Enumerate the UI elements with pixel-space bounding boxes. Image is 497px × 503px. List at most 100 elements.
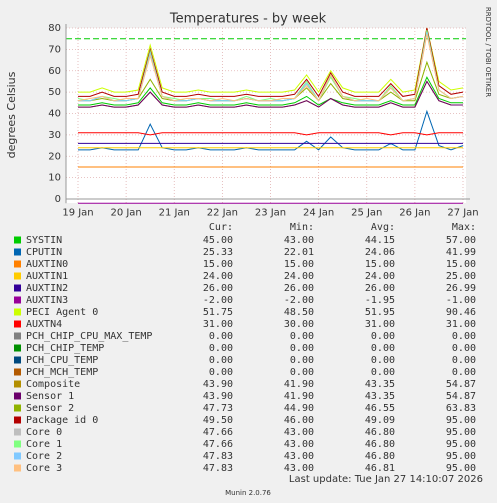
legend-swatch	[14, 440, 21, 448]
legend-stat: 43.00	[284, 439, 314, 450]
legend-stat: 41.99	[446, 247, 476, 258]
legend-stat: 26.00	[203, 283, 233, 294]
series-line	[77, 34, 464, 102]
legend-stat: 47.83	[203, 451, 233, 462]
chart-title: Temperatures - by week	[169, 12, 327, 27]
x-tick-label: 26 Jan	[399, 207, 430, 218]
footer: Last update: Tue Jan 27 14:10:07 2026	[289, 474, 483, 485]
legend-swatch	[14, 332, 21, 340]
legend-label: CPUTIN	[26, 247, 62, 258]
legend-swatch	[14, 464, 21, 472]
legend-stat: 63.83	[446, 403, 476, 414]
legend-stat: 0.00	[452, 355, 476, 366]
legend-stat: 0.00	[209, 331, 233, 342]
legend-stat: 43.00	[284, 427, 314, 438]
legend-header: Min:	[290, 222, 314, 233]
legend-stat: 22.01	[284, 247, 314, 258]
legend-label: Sensor 1	[26, 391, 74, 402]
legend-stat: 46.00	[284, 415, 314, 426]
legend-label: PCH_CPU_TEMP	[26, 355, 98, 366]
legend-stat: 51.95	[365, 307, 395, 318]
y-tick-label: 0	[55, 194, 61, 205]
legend-label: Core 0	[26, 427, 62, 438]
legend-label: PCH_MCH_TEMP	[26, 367, 98, 378]
legend-swatch	[14, 272, 21, 280]
legend-stat: 0.00	[290, 331, 314, 342]
legend-label: AUXTIN2	[26, 283, 68, 294]
legend-stat: 54.87	[446, 391, 476, 402]
legend-stat: 43.00	[284, 451, 314, 462]
legend-stat: 47.83	[203, 463, 233, 474]
legend-swatch	[14, 404, 21, 412]
legend-stat: 43.35	[365, 379, 395, 390]
y-tick-label: 40	[48, 109, 61, 120]
legend-stat: 25.33	[203, 247, 233, 258]
legend-stat: 0.00	[452, 343, 476, 354]
legend-stat: 45.00	[203, 235, 233, 246]
legend-stat: 95.00	[446, 451, 476, 462]
legend-stat: 0.00	[371, 355, 395, 366]
legend-stat: 15.00	[446, 259, 476, 270]
x-tick-label: 23 Jan	[255, 207, 286, 218]
legend-stat: 51.75	[203, 307, 233, 318]
legend-stat: 95.00	[446, 463, 476, 474]
legend-stat: 47.73	[203, 403, 233, 414]
legend-stat: 95.00	[446, 439, 476, 450]
legend-label: PECI Agent 0	[26, 307, 98, 318]
legend-stat: 25.00	[446, 271, 476, 282]
y-tick-label: 60	[48, 66, 61, 77]
legend-label: Package id 0	[26, 415, 98, 426]
legend-stat: 57.00	[446, 235, 476, 246]
x-tick-label: 20 Jan	[110, 207, 141, 218]
legend-stat: 46.80	[365, 427, 395, 438]
series-line	[78, 76, 463, 106]
legend-stat: 47.66	[203, 439, 233, 450]
legend-stat: 24.00	[203, 271, 233, 282]
x-tick-label: 24 Jan	[303, 207, 334, 218]
legend-stat: 0.00	[209, 367, 233, 378]
series-line	[78, 80, 463, 108]
legend-stat: 0.00	[209, 343, 233, 354]
legend-stat: 26.00	[284, 283, 314, 294]
legend-label: SYSTIN	[26, 235, 62, 246]
legend-stat: 0.00	[452, 367, 476, 378]
legend-stat: 49.50	[203, 415, 233, 426]
series-line	[78, 132, 463, 136]
legend-stat: 15.00	[203, 259, 233, 270]
legend-stat: 24.00	[284, 271, 314, 282]
x-tick-label: 21 Jan	[159, 207, 190, 218]
legend-swatch	[14, 452, 21, 460]
legend-stat: 31.00	[365, 319, 395, 330]
legend-stat: 44.15	[365, 235, 395, 246]
legend-stat: 15.00	[365, 259, 395, 270]
legend-stat: 95.00	[446, 427, 476, 438]
legend-stat: 46.81	[365, 463, 395, 474]
version: Munin 2.0.76	[225, 489, 271, 497]
legend-label: Core 1	[26, 439, 62, 450]
legend-label: Sensor 2	[26, 403, 74, 414]
legend-stat: 30.00	[284, 319, 314, 330]
legend-stat: 46.80	[365, 439, 395, 450]
legend-stat: 0.00	[371, 367, 395, 378]
legend-stat: 0.00	[290, 355, 314, 366]
legend-label: PCH_CHIP_TEMP	[26, 343, 104, 354]
legend-stat: 0.00	[290, 343, 314, 354]
legend-stat: 41.90	[284, 379, 314, 390]
x-tick-label: 22 Jan	[207, 207, 238, 218]
legend-swatch	[14, 428, 21, 436]
series-line	[78, 27, 464, 94]
legend-stat: -1.95	[365, 295, 395, 306]
legend-stat: 0.00	[290, 367, 314, 378]
legend-swatch	[14, 368, 21, 376]
legend-header: Max:	[452, 222, 476, 233]
legend-swatch	[14, 248, 21, 256]
legend-stat: 43.00	[284, 463, 314, 474]
y-tick-label: 30	[48, 130, 61, 141]
legend-stat: 0.00	[452, 331, 476, 342]
legend-stat: 26.99	[446, 283, 476, 294]
legend-swatch	[14, 260, 21, 268]
x-tick-label: 27 Jan	[447, 207, 478, 218]
legend-stat: -1.00	[446, 295, 476, 306]
y-tick-label: 50	[48, 87, 61, 98]
